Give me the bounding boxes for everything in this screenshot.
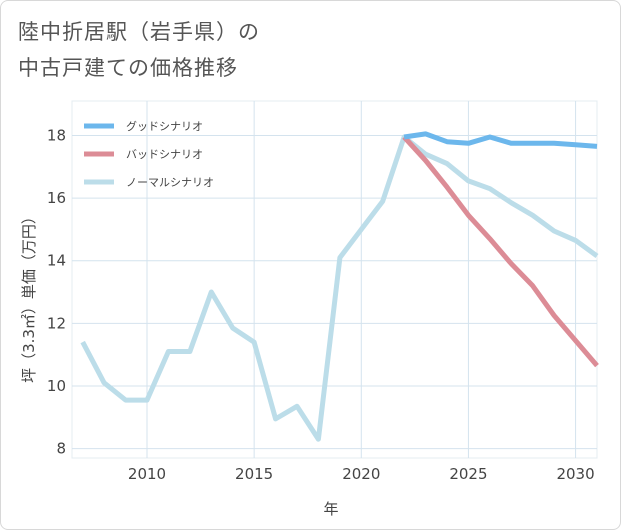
y-tick-label: 8 [56,440,66,458]
series-line-good [403,131,598,149]
y-tick-label: 10 [47,377,66,395]
title-line-1: 陸中折居駅（岩手県）の [18,20,260,44]
title-line-2: 中古戸建ての価格推移 [18,56,238,80]
legend-label: グッドシナリオ [126,119,203,133]
x-tick-label: 2025 [449,465,487,483]
x-tick-label: 2020 [342,465,380,483]
chart-title: 陸中折居駅（岩手県）の 中古戸建ての価格推移 [18,14,260,86]
y-tick-label: 16 [47,189,66,207]
plot-area [71,100,598,459]
y-tick-labels: 8 10 12 14 16 18 [47,126,66,457]
series-line-normal [80,134,599,442]
series-lines [80,131,599,442]
legend-label: ノーマルシナリオ [126,176,214,189]
x-tick-labels: 2010 2015 2020 2025 2030 [128,465,595,483]
legend-label: バッドシナリオ [126,148,203,161]
y-tick-label: 18 [47,126,66,144]
x-axis-label: 年 [323,500,338,518]
y-axis-label: 坪（3.3㎡）単価（万円） [20,209,38,383]
series-line-bad [402,135,599,368]
x-tick-label: 2010 [128,465,166,483]
y-tick-label: 12 [47,314,66,332]
grid [71,100,598,459]
x-tick-label: 2015 [235,465,273,483]
y-tick-label: 14 [47,252,66,270]
x-tick-label: 2030 [556,465,594,483]
